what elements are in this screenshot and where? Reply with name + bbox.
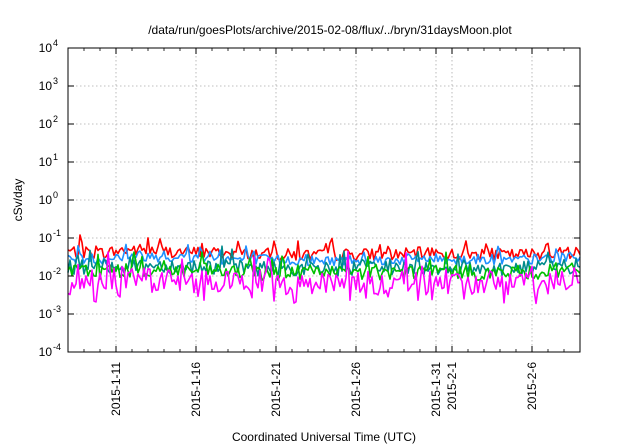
y-tick-label: 10 bbox=[39, 345, 53, 359]
y-tick-label: 10 bbox=[39, 41, 53, 55]
y-tick-exponent: -1 bbox=[53, 228, 61, 238]
y-tick-exponent: -2 bbox=[53, 266, 61, 276]
series-line-1 bbox=[67, 234, 581, 262]
series-layer bbox=[67, 234, 581, 305]
y-tick-exponent: 1 bbox=[53, 152, 58, 162]
y-tick-label: 10 bbox=[39, 231, 53, 245]
y-tick-exponent: -4 bbox=[53, 342, 61, 352]
y-tick-exponent: 4 bbox=[53, 38, 58, 48]
y-tick-exponent: -3 bbox=[53, 304, 61, 314]
y-tick-label: 10 bbox=[39, 117, 53, 131]
series-line-3 bbox=[67, 245, 581, 277]
series-line-4 bbox=[67, 251, 581, 282]
x-tick-label: 2015-1-26 bbox=[349, 362, 363, 417]
x-tick-label: 2015-2-1 bbox=[445, 362, 459, 410]
x-axis-label: Coordinated Universal Time (UTC) bbox=[232, 430, 416, 444]
y-tick-exponent: 0 bbox=[53, 190, 58, 200]
series-line-2 bbox=[67, 243, 581, 267]
x-tick-label: 2015-1-21 bbox=[269, 362, 283, 417]
x-tick-label: 2015-1-31 bbox=[429, 362, 443, 417]
y-tick-label: 10 bbox=[39, 269, 53, 283]
chart-title: /data/run/goesPlots/archive/2015-02-08/f… bbox=[148, 23, 512, 37]
x-tick-label: 2015-2-6 bbox=[525, 362, 539, 410]
y-tick-label: 10 bbox=[39, 193, 53, 207]
y-tick-label: 10 bbox=[39, 79, 53, 93]
y-tick-exponent: 2 bbox=[53, 114, 58, 124]
y-axis-label: cSv/day bbox=[11, 179, 25, 222]
y-tick-label: 10 bbox=[39, 307, 53, 321]
x-tick-label: 2015-1-11 bbox=[109, 362, 123, 416]
y-tick-exponent: 3 bbox=[53, 76, 58, 86]
x-tick-label: 2015-1-16 bbox=[189, 362, 203, 417]
series-line-5 bbox=[67, 250, 581, 305]
grid-lines bbox=[68, 48, 580, 352]
y-tick-label: 10 bbox=[39, 155, 53, 169]
plot-frame bbox=[67, 47, 581, 353]
